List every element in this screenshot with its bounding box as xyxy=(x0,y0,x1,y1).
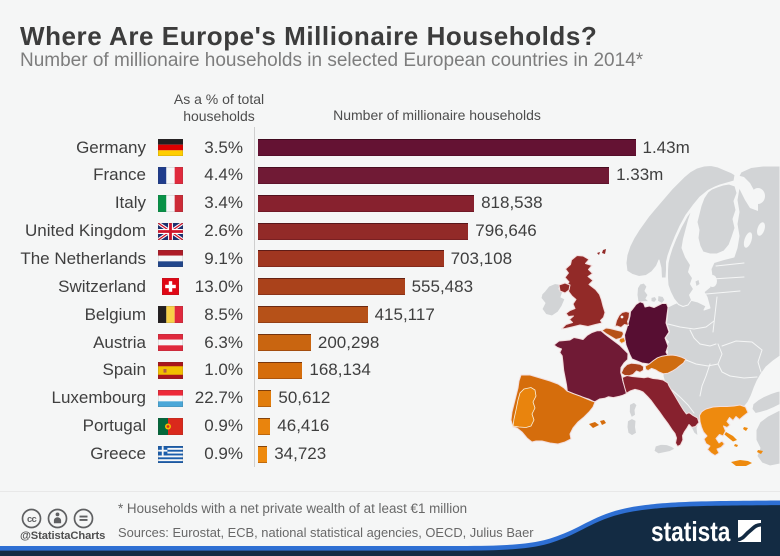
svg-text:statista: statista xyxy=(651,517,731,547)
svg-text:cc: cc xyxy=(27,514,36,525)
